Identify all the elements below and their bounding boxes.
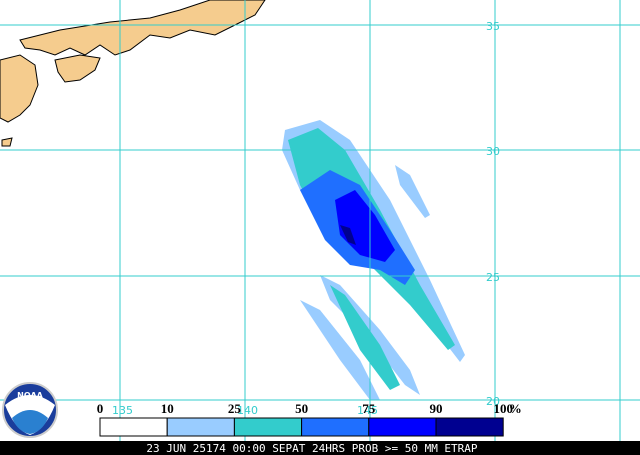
legend-label: 0 [97,401,104,416]
legend: 0 10 25 50 75 90 100% [97,401,522,437]
longitude-label: 135 [112,404,133,417]
legend-label: 100 [493,401,513,416]
legend-label: 90 [430,401,443,416]
legend-label: 10 [161,401,174,416]
logo-water [12,410,48,434]
island [1,137,13,147]
legend-swatch [435,417,504,437]
legend-swatch [233,417,303,437]
legend-label: 25 [228,401,242,416]
swath-25 [330,285,400,390]
latitude-label: 30 [486,145,500,158]
legend-swatch [368,417,437,437]
footer-text: 23 JUN 25174 00:00 SEPAT 24HRS PROB >= 5… [146,442,478,455]
latitude-label: 25 [486,271,500,284]
swath-10 [300,300,380,400]
swath-75 [335,190,395,262]
land [0,0,266,147]
legend-swatch [301,417,370,437]
kyushu [0,54,39,123]
shikoku [54,54,101,83]
logo-text: NOAA [17,391,43,400]
legend-label: 75 [362,401,376,416]
latitude-label: 35 [486,20,500,33]
longitude-label: 140 [237,404,258,417]
legend-label: 50 [295,401,308,416]
legend-swatch [99,417,168,437]
graticule [0,0,640,441]
latitude-label: 20 [486,395,500,408]
legend-swatch [166,417,235,437]
legend-unit: % [509,401,522,416]
longitude-label: 145 [357,404,378,417]
footer-bar [0,441,640,455]
honshu [19,0,266,56]
swath-90 [340,225,356,245]
noaa-logo: NOAA [2,382,58,438]
swath-10 [395,165,430,218]
